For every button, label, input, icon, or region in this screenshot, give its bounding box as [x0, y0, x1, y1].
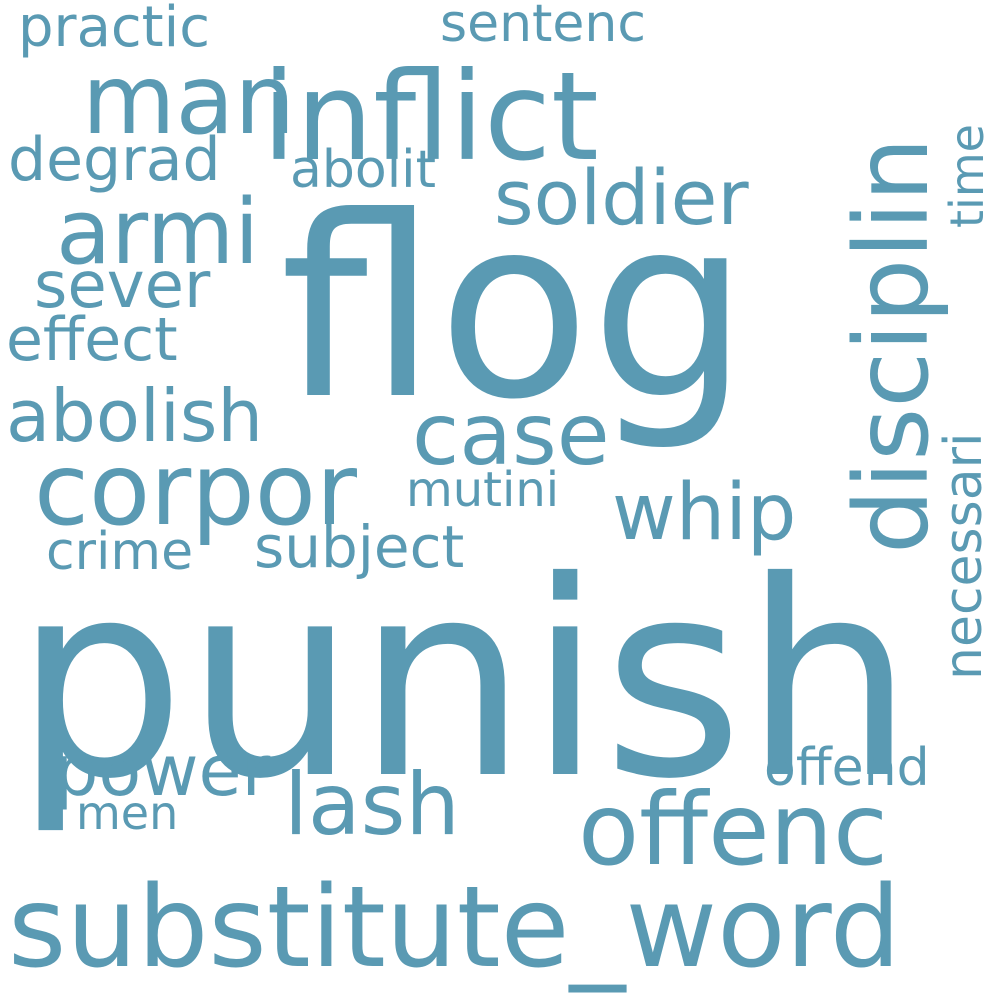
word-subject: subject	[254, 513, 465, 581]
word-time: time	[940, 124, 994, 228]
word-men: men	[76, 786, 179, 840]
word-lash: lash	[284, 755, 460, 855]
word-necessari: necessari	[934, 432, 994, 680]
word-effect: effect	[6, 305, 178, 375]
word-man: man	[82, 44, 296, 156]
word-power: power	[54, 730, 271, 812]
word-whip: whip	[612, 468, 797, 558]
word-inflict: inflict	[262, 46, 599, 188]
word-sever: sever	[34, 249, 211, 323]
word-substitute-word: substitute_word	[8, 863, 901, 993]
word-armi: armi	[56, 180, 260, 285]
word-mutini: mutini	[406, 462, 560, 518]
word-sentenc: sentenc	[440, 0, 646, 54]
word-practic: practic	[18, 0, 210, 60]
word-degrad: degrad	[8, 125, 221, 195]
word-case: case	[412, 385, 610, 485]
word-corpor: corpor	[34, 431, 358, 548]
word-punish: punish	[14, 523, 915, 838]
word-disciplin[interactable]: disciplin	[833, 137, 952, 554]
word-soldier: soldier	[494, 153, 749, 242]
word-abolish: abolish	[6, 374, 264, 458]
word-crime: crime	[46, 522, 194, 582]
word-offenc: offenc	[578, 771, 888, 888]
word-flog: flog	[280, 163, 750, 454]
word-offend: offend	[764, 738, 930, 798]
word-abolit: abolit	[290, 140, 436, 200]
